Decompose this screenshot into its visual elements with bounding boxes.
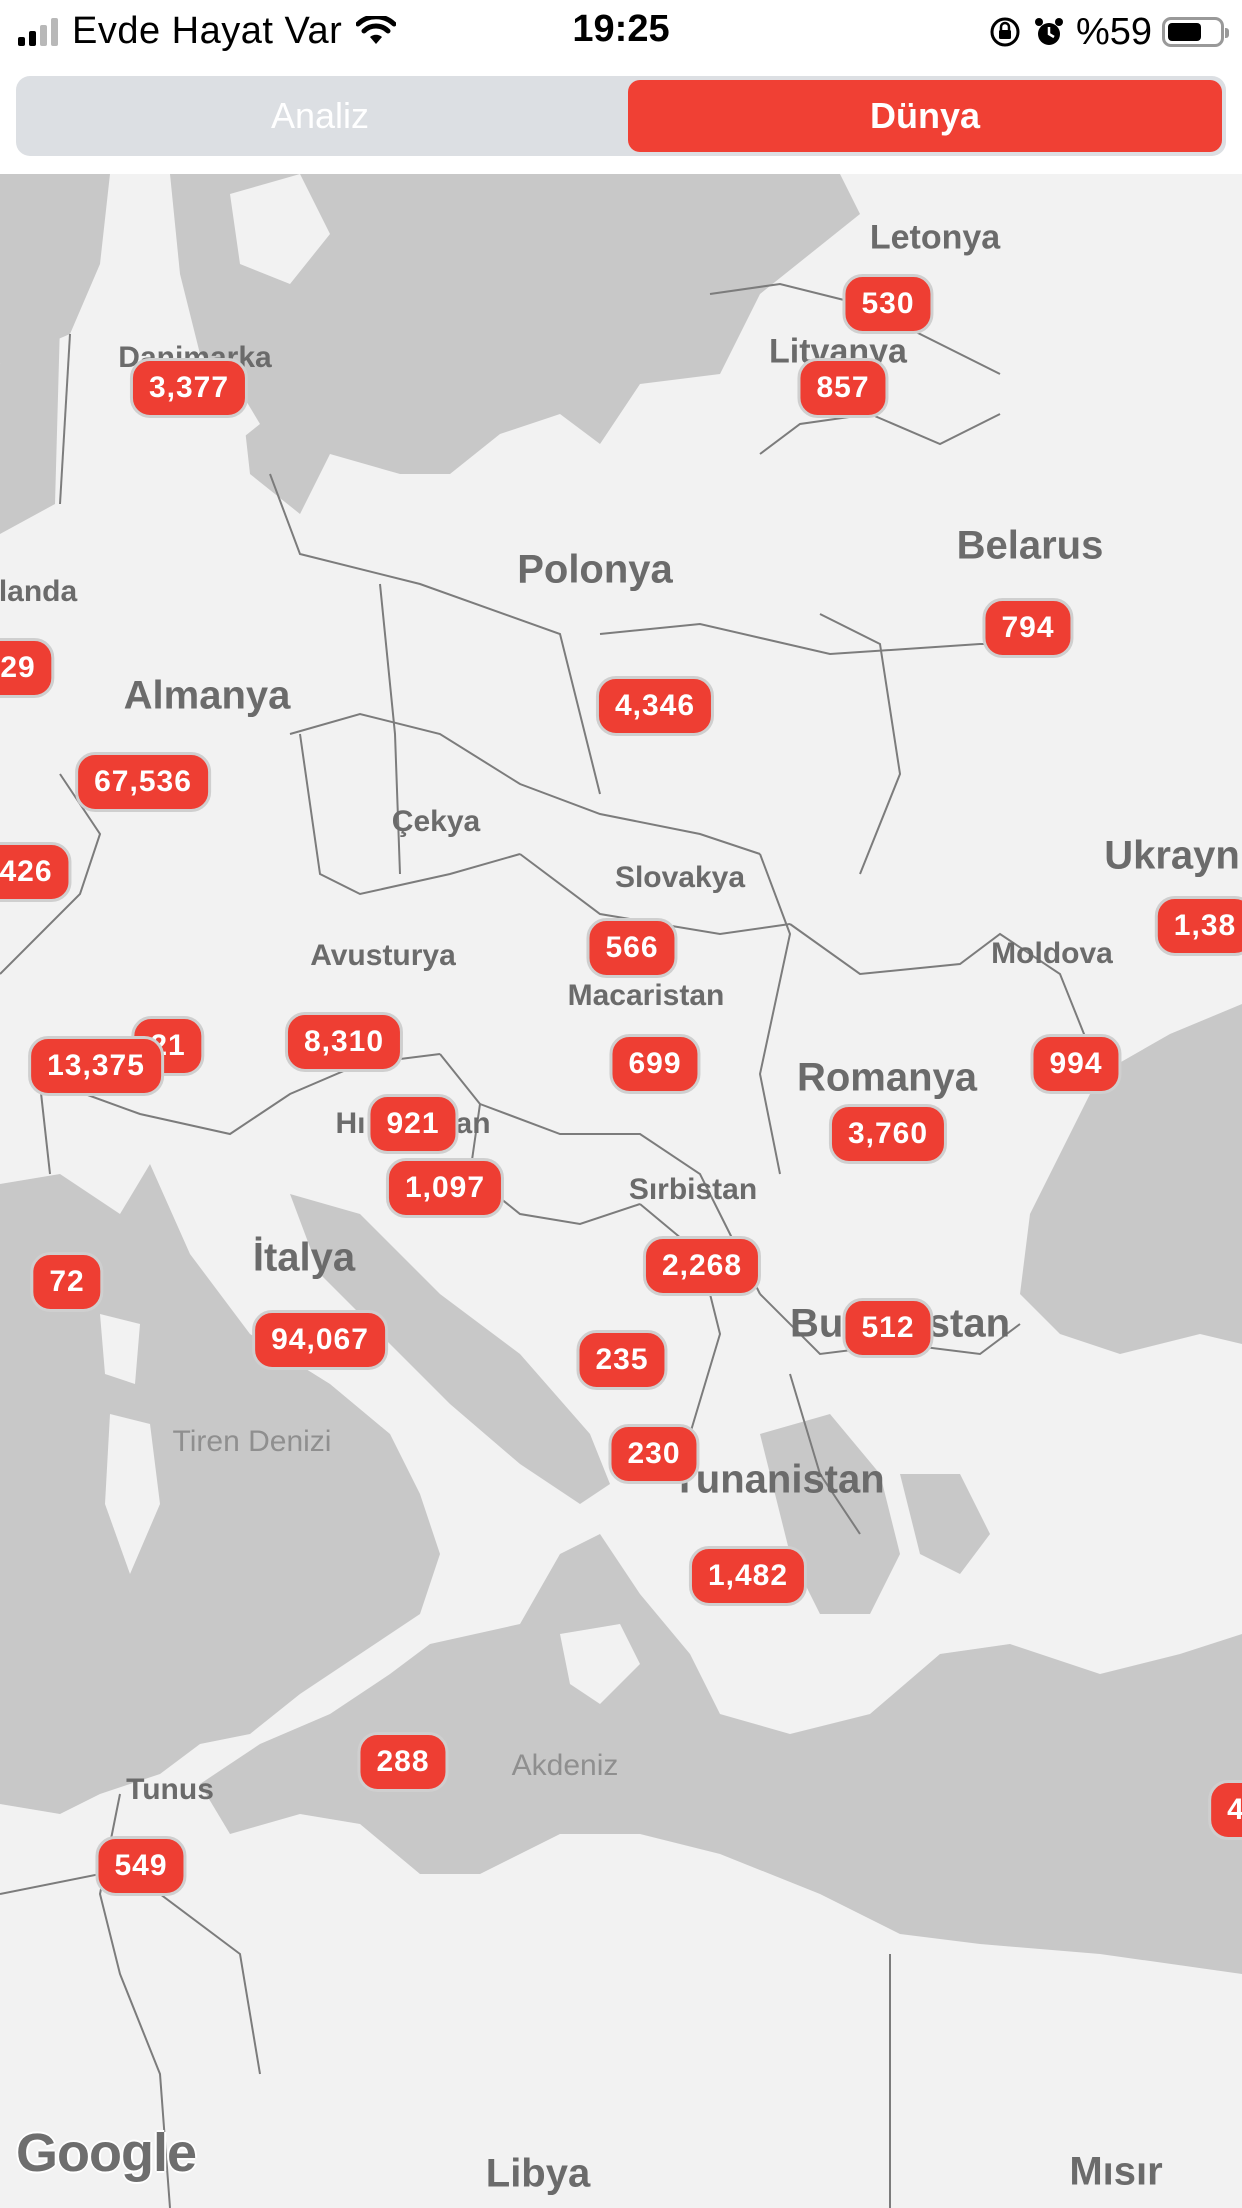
tab-analiz[interactable]: Analiz xyxy=(270,95,370,136)
case-badge-macaristan[interactable]: 699 xyxy=(609,1034,701,1094)
alarm-icon xyxy=(1034,18,1063,45)
battery-icon xyxy=(1162,17,1229,47)
orientation-lock-icon xyxy=(990,17,1020,47)
case-badge-letonya[interactable]: 530 xyxy=(842,274,934,334)
status-bar: Evde Hayat Var 19:25 %59 xyxy=(0,0,1242,66)
label-tunus: Tunus xyxy=(126,1773,214,1806)
case-badge-hollanda[interactable]: 29 xyxy=(0,638,55,698)
label-letonya: Letonya xyxy=(869,218,1001,257)
case-badge-danimarka[interactable]: 3,377 xyxy=(129,358,249,418)
case-badge-malta[interactable]: 288 xyxy=(357,1732,449,1792)
clock: 19:25 xyxy=(572,8,670,50)
tab-dunya[interactable]: Dünya xyxy=(628,80,1222,152)
case-badge-arnavutluk[interactable]: 230 xyxy=(608,1424,700,1484)
battery-percent: %59 xyxy=(1075,10,1152,53)
carrier-name: Evde Hayat Var xyxy=(72,9,343,52)
view-segmented-control: Analiz Dünya xyxy=(16,76,1226,156)
label-misir: Mısır xyxy=(1069,2149,1163,2194)
map-base-shapes xyxy=(0,174,1242,2208)
case-badge-slovenya[interactable]: 921 xyxy=(367,1094,459,1154)
case-badge-almanya[interactable]: 67,536 xyxy=(75,752,211,812)
google-attribution-logo[interactable]: Google xyxy=(16,2123,197,2183)
world-map[interactable]: Letonya Litvanya Danimarka landa Polonya… xyxy=(0,174,1242,2208)
label-romanya: Romanya xyxy=(796,1055,978,1100)
label-tiren-denizi: Tiren Denizi xyxy=(172,1425,332,1458)
case-badge-hirvatistan[interactable]: 1,097 xyxy=(385,1158,505,1218)
label-slovakya: Slovakya xyxy=(614,861,746,894)
case-badge-ukrayna[interactable]: 1,38 xyxy=(1154,896,1242,956)
case-badge-polonya[interactable]: 4,346 xyxy=(595,676,715,736)
label-belarus: Belarus xyxy=(956,523,1104,568)
case-badge-yunanistan[interactable]: 1,482 xyxy=(688,1546,808,1606)
label-libya: Libya xyxy=(485,2151,591,2196)
status-left: Evde Hayat Var xyxy=(18,6,397,56)
label-macaristan: Macaristan xyxy=(567,979,725,1012)
wifi-icon xyxy=(356,16,397,44)
label-ukrayna: Ukrayn xyxy=(1104,833,1240,878)
label-almanya: Almanya xyxy=(123,673,291,718)
label-cekya: Çekya xyxy=(391,805,481,838)
case-badge-italya[interactable]: 94,067 xyxy=(252,1310,388,1370)
case-badge-karadag[interactable]: 235 xyxy=(576,1330,668,1390)
case-badge-bulgaristan[interactable]: 512 xyxy=(842,1298,934,1358)
case-badge-slovakya[interactable]: 566 xyxy=(586,918,678,978)
label-avusturya: Avusturya xyxy=(310,939,456,972)
case-badge-moldova[interactable]: 994 xyxy=(1030,1034,1122,1094)
label-moldova: Moldova xyxy=(991,937,1113,970)
label-akdeniz: Akdeniz xyxy=(511,1749,619,1782)
label-yunanistan: Yunanistan xyxy=(671,1457,885,1502)
case-badge-monako[interactable]: 72 xyxy=(30,1252,104,1312)
label-hollanda: landa xyxy=(0,575,78,608)
status-right: %59 xyxy=(988,8,1229,56)
case-badge-belcika[interactable]: 426 xyxy=(0,842,72,902)
case-badge-misir[interactable]: 4 xyxy=(1208,1780,1242,1840)
case-badge-avusturya[interactable]: 8,310 xyxy=(284,1012,404,1072)
case-badge-belarus[interactable]: 794 xyxy=(982,598,1074,658)
case-badge-sirbistan[interactable]: 2,268 xyxy=(642,1236,762,1296)
label-italya: İtalya xyxy=(252,1235,356,1280)
label-sirbistan: Sırbistan xyxy=(628,1173,758,1206)
cellular-signal-icon xyxy=(18,16,58,46)
case-badge-isvicre[interactable]: 13,375 xyxy=(28,1036,164,1096)
label-polonya: Polonya xyxy=(517,547,673,592)
case-badge-romanya[interactable]: 3,760 xyxy=(828,1104,948,1164)
case-badge-litvanya[interactable]: 857 xyxy=(797,358,889,418)
case-badge-tunus[interactable]: 549 xyxy=(95,1836,187,1896)
